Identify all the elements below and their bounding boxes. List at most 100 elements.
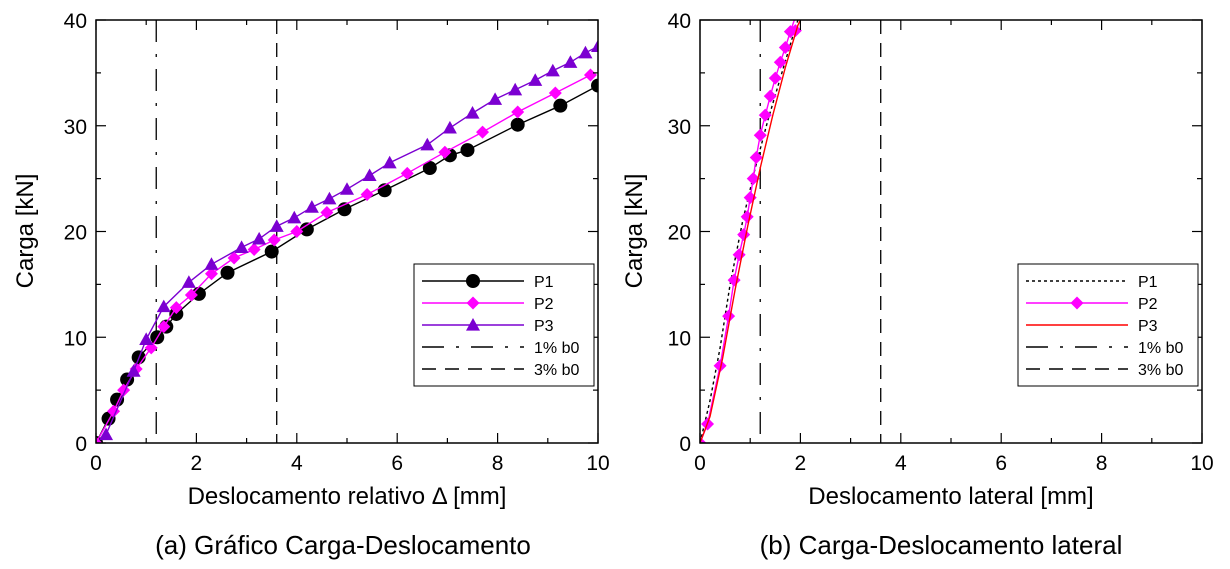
data-point-p2 xyxy=(763,89,777,103)
data-point-p3 xyxy=(508,82,523,96)
data-point-p1 xyxy=(591,78,598,93)
data-point-p3 xyxy=(442,120,457,134)
x-tick-label: 10 xyxy=(586,452,609,475)
chart-panel-a: 0 2 4 6 8 10 0 10 20 30 40 Deslocamento relativo Δ… xyxy=(12,10,610,560)
data-point-p1 xyxy=(553,98,568,113)
data-point-p3 xyxy=(139,332,154,345)
y-tick-label: 10 xyxy=(668,327,691,350)
data-point-p2 xyxy=(157,320,171,334)
data-point-p2 xyxy=(737,228,751,242)
data-point-p2 xyxy=(438,145,452,159)
legend-label: 1% b0 xyxy=(534,340,579,357)
data-point-p1 xyxy=(264,244,279,259)
plot-frame-a xyxy=(95,19,599,444)
x-tick-label: 6 xyxy=(391,452,403,475)
data-point-p2 xyxy=(749,150,763,164)
legend-label: P2 xyxy=(534,296,554,313)
data-point-p2 xyxy=(511,105,525,119)
legend-marker xyxy=(466,274,480,288)
legend-label: P3 xyxy=(1138,318,1158,335)
data-point-p2 xyxy=(758,108,772,122)
caption-a: (a) Gráfico Carga-Deslocamento xyxy=(155,530,531,560)
data-point-p3 xyxy=(287,210,302,224)
chart-panel-b: 0 2 4 6 8 10 0 10 20 30 40 Deslocamento lateral [m… xyxy=(621,0,1214,560)
legend-label: 1% b0 xyxy=(1138,340,1183,357)
legend-marker xyxy=(466,296,480,310)
data-point-p3 xyxy=(578,45,593,59)
data-point-p2 xyxy=(799,0,812,5)
data-point-p3 xyxy=(420,137,435,151)
data-point-p2 xyxy=(778,40,792,54)
x-tick-label: 2 xyxy=(795,452,807,475)
x-tick-label: 0 xyxy=(90,452,102,475)
series-line-p2 xyxy=(700,20,796,443)
data-point-p3 xyxy=(269,219,284,232)
series-line-p3 xyxy=(700,20,802,443)
data-point-p2 xyxy=(583,68,597,82)
data-point-p2 xyxy=(746,172,760,186)
legend-label: P1 xyxy=(1138,274,1158,291)
data-point-p3 xyxy=(181,275,196,288)
y-tick-label: 10 xyxy=(64,327,87,350)
x-tick-label: 6 xyxy=(995,452,1007,475)
data-point-p2 xyxy=(753,128,767,142)
data-point-p2 xyxy=(267,233,281,247)
x-tick-label: 4 xyxy=(291,452,303,475)
data-point-p2 xyxy=(768,71,782,85)
x-tick-label: 10 xyxy=(1190,452,1213,475)
x-tick-label: 2 xyxy=(191,452,203,475)
data-point-p1 xyxy=(422,161,437,176)
data-point-p2 xyxy=(247,242,261,256)
data-point-p2 xyxy=(320,205,334,219)
data-point-p3 xyxy=(488,92,503,105)
y-tick-label: 20 xyxy=(668,222,691,245)
caption-b: (b) Carga-Deslocamento lateral xyxy=(760,530,1123,560)
y-tick-label: 20 xyxy=(64,222,87,245)
data-point-p3 xyxy=(156,299,171,313)
plot-frame-b xyxy=(699,19,1203,444)
legend-a: P1 P2 P3 1% b0 3% b0 xyxy=(413,263,595,387)
data-point-p3 xyxy=(99,427,114,441)
data-point-p3 xyxy=(465,106,480,119)
y-axis-title-b: Carga [kN] xyxy=(621,174,648,289)
data-point-p3 xyxy=(545,63,560,77)
data-point-p2 xyxy=(713,359,727,373)
y-tick-label: 40 xyxy=(668,10,691,33)
x-tick-label: 8 xyxy=(1096,452,1108,475)
data-point-p3 xyxy=(322,191,337,205)
y-tick-label: 0 xyxy=(679,433,691,456)
x-axis-title-a: Deslocamento relativo Δ [mm] xyxy=(188,483,507,510)
x-tick-label: 4 xyxy=(895,452,907,475)
data-point-p3 xyxy=(204,257,219,270)
data-point-p2 xyxy=(169,301,183,315)
legend-label: 3% b0 xyxy=(1138,362,1183,379)
legend-label: P3 xyxy=(534,318,554,335)
data-point-p3 xyxy=(382,155,397,169)
legend-b: P1 P2 P3 1% b0 3% b0 xyxy=(1017,263,1199,387)
data-point-p3 xyxy=(304,200,319,213)
data-point-p2 xyxy=(773,55,787,69)
data-point-p1 xyxy=(460,143,475,158)
data-point-p3 xyxy=(563,55,578,68)
data-point-p1 xyxy=(220,265,235,280)
data-point-p2 xyxy=(400,166,414,180)
y-tick-label: 30 xyxy=(668,116,691,139)
data-point-p3 xyxy=(234,240,249,253)
x-axis-title-b: Deslocamento lateral [mm] xyxy=(808,483,1093,510)
data-point-p3 xyxy=(591,39,598,53)
data-point-p2 xyxy=(476,125,490,139)
data-point-p2 xyxy=(722,309,736,323)
data-point-p3 xyxy=(362,168,377,182)
data-point-p2 xyxy=(290,225,304,238)
data-point-p1 xyxy=(299,222,314,237)
y-tick-label: 30 xyxy=(64,116,87,139)
data-point-p2 xyxy=(96,436,103,443)
data-point-p2 xyxy=(740,210,754,224)
x-tick-label: 0 xyxy=(694,452,706,475)
data-point-p2 xyxy=(788,24,802,38)
data-point-p3 xyxy=(340,182,354,195)
legend-marker xyxy=(1070,296,1084,310)
series-line-p1 xyxy=(700,20,799,443)
legend-label: P1 xyxy=(534,274,554,291)
